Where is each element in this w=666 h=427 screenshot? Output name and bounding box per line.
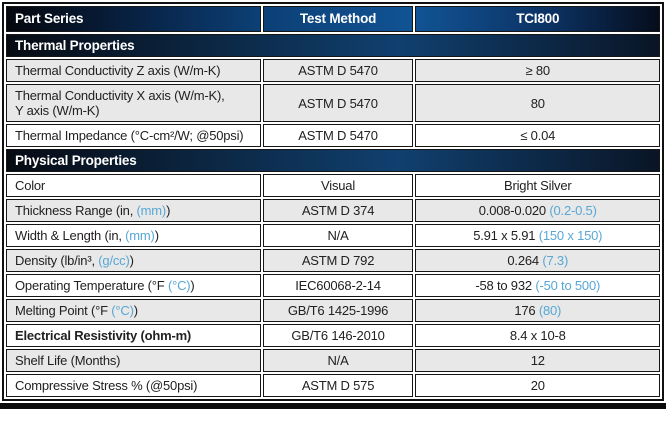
value-metric: (80) [538,303,562,318]
table-row: Thickness Range (in, (mm)) ASTM D 374 0.… [6,199,660,222]
value-text: 0.264 [507,253,543,268]
bottom-rule [0,403,666,409]
section-title: Thermal Properties [6,34,660,57]
section-header-physical: Physical Properties [6,149,660,172]
property-label-metric: (mm) [136,203,167,218]
property-cell: Shelf Life (Months) [6,349,261,372]
property-label: Melting Point (°F [15,303,112,318]
col-header-test-method: Test Method [262,6,414,32]
property-label: Width & Length (in, [15,228,126,243]
value-cell: -58 to 932 (-50 to 500) [415,274,660,297]
value-metric: (7.3) [542,253,569,268]
property-label: Thermal Conductivity X axis (W/m-K), Y a… [15,88,225,118]
value-text: 5.91 x 5.91 [473,228,539,243]
property-label: Thermal Conductivity Z axis (W/m-K) [15,63,221,78]
value-text: 20 [530,378,545,393]
test-method-cell: ASTM D 5470 [262,124,414,147]
property-cell: Density (lb/in³, (g/cc)) [6,249,261,272]
property-label-metric: (°C) [111,303,134,318]
property-label-metric: (°C) [167,278,191,293]
property-label: Shelf Life (Months) [15,353,121,368]
table-row: Thermal Impedance (°C-cm²/W; @50psi) AST… [6,124,660,147]
property-cell: Operating Temperature (°F (°C)) [6,274,261,297]
value-cell: 0.264 (7.3) [415,249,660,272]
section-header-thermal: Thermal Properties [6,34,660,57]
property-cell: Thermal Conductivity X axis (W/m-K), Y a… [6,84,261,122]
table-row: Thermal Conductivity Z axis (W/m-K) ASTM… [6,59,660,82]
property-label: Electrical Resistivity (ohm-m) [15,328,192,343]
property-cell: Thickness Range (in, (mm)) [6,199,261,222]
value-metric: (0.2-0.5) [549,203,597,218]
table-row: Shelf Life (Months) N/A 12 [6,349,660,372]
property-cell: Melting Point (°F (°C)) [6,299,261,322]
table-row: Electrical Resistivity (ohm-m) GB/T6 146… [6,324,660,347]
property-label: Operating Temperature (°F [15,278,168,293]
property-label-metric: (g/cc) [98,253,130,268]
value-cell: ≥ 80 [415,59,660,82]
value-text: 12 [530,353,545,368]
property-label: Thickness Range (in, [15,203,137,218]
test-method-cell: ASTM D 374 [262,199,414,222]
value-cell: 20 [415,374,660,397]
table-row: Compressive Stress % (@50psi) ASTM D 575… [6,374,660,397]
test-method-cell: GB/T6 146-2010 [262,324,414,347]
test-method-cell: ASTM D 792 [262,249,414,272]
test-method-cell: Visual [262,174,414,197]
col-header-part-series: Part Series [6,6,261,32]
property-label-metric: (mm) [125,228,155,243]
property-label-suffix: ) [154,228,159,243]
value-text: Bright Silver [504,178,572,193]
section-title: Physical Properties [6,149,660,172]
col-header-tci800: TCI800 [415,6,660,32]
test-method-cell: N/A [262,224,414,247]
value-cell: 8.4 x 10-8 [415,324,660,347]
value-text: 0.008-0.020 [478,203,550,218]
test-method-cell: ASTM D 5470 [262,84,414,122]
value-cell: 12 [415,349,660,372]
property-cell: Compressive Stress % (@50psi) [6,374,261,397]
value-cell: Bright Silver [415,174,660,197]
property-cell: Thermal Impedance (°C-cm²/W; @50psi) [6,124,261,147]
test-method-cell: IEC60068-2-14 [262,274,414,297]
property-cell: Electrical Resistivity (ohm-m) [6,324,261,347]
table-row: Color Visual Bright Silver [6,174,660,197]
property-label-suffix: ) [166,203,171,218]
value-text: ≤ 0.04 [520,128,556,143]
value-text: -58 to 932 [475,278,536,293]
value-cell: 80 [415,84,660,122]
property-label-suffix: ) [129,253,134,268]
property-label: Thermal Impedance (°C-cm²/W; @50psi) [15,128,244,143]
test-method-cell: GB/T6 1425-1996 [262,299,414,322]
property-label-suffix: ) [190,278,195,293]
value-metric: (150 x 150) [538,228,603,243]
value-cell: 5.91 x 5.91 (150 x 150) [415,224,660,247]
property-cell: Width & Length (in, (mm)) [6,224,261,247]
value-text: 8.4 x 10-8 [509,328,566,343]
property-cell: Thermal Conductivity Z axis (W/m-K) [6,59,261,82]
table-row: Operating Temperature (°F (°C)) IEC60068… [6,274,660,297]
test-method-cell: ASTM D 5470 [262,59,414,82]
test-method-cell: N/A [262,349,414,372]
value-cell: ≤ 0.04 [415,124,660,147]
table-row: Thermal Conductivity X axis (W/m-K), Y a… [6,84,660,122]
property-label-suffix: ) [133,303,138,318]
value-text: ≥ 80 [525,63,551,78]
spec-table: Part Series Test Method TCI800 Thermal P… [2,2,664,401]
table-row: Width & Length (in, (mm)) N/A 5.91 x 5.9… [6,224,660,247]
table-row: Density (lb/in³, (g/cc)) ASTM D 792 0.26… [6,249,660,272]
property-label: Density (lb/in³, [15,253,99,268]
header-row: Part Series Test Method TCI800 [6,6,660,32]
value-text: 80 [530,95,545,111]
property-cell: Color [6,174,261,197]
property-label: Compressive Stress % (@50psi) [15,378,198,393]
value-cell: 0.008-0.020 (0.2-0.5) [415,199,660,222]
value-text: 176 [514,303,539,318]
property-label: Color [15,178,46,193]
table-row: Melting Point (°F (°C)) GB/T6 1425-1996 … [6,299,660,322]
value-metric: (-50 to 500) [535,278,601,293]
test-method-cell: ASTM D 575 [262,374,414,397]
value-cell: 176 (80) [415,299,660,322]
